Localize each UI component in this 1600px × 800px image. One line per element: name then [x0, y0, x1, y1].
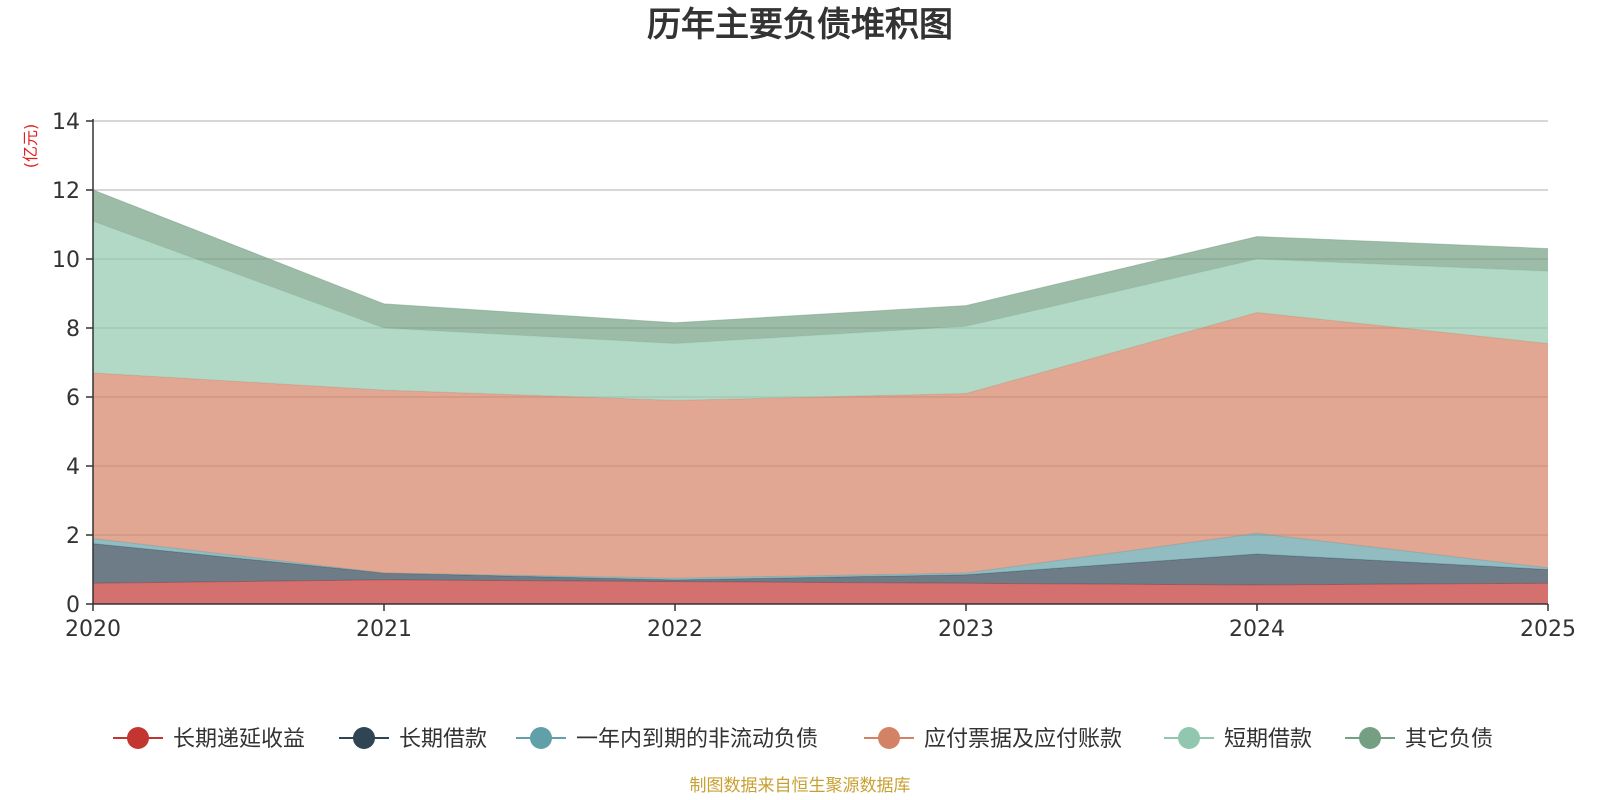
- y-tick-label: 0: [66, 593, 80, 618]
- legend-label: 一年内到期的非流动负债: [576, 727, 818, 752]
- legend-item-2[interactable]: 一年内到期的非流动负债: [516, 727, 818, 752]
- legend-marker: [353, 727, 375, 749]
- legend-label: 其它负债: [1405, 727, 1493, 752]
- area-series: [92, 189, 1549, 604]
- y-tick-label: 4: [66, 455, 80, 480]
- legend-label: 长期借款: [399, 727, 487, 752]
- area-series-4: [93, 221, 1548, 401]
- x-tick-label: 2021: [356, 617, 412, 642]
- chart-title: 历年主要负债堆积图: [647, 5, 953, 45]
- x-tick-label: 2025: [1520, 617, 1576, 642]
- y-unit-label: (亿元): [21, 124, 40, 169]
- area-series-0: [93, 579, 1548, 604]
- legend-marker: [878, 727, 900, 749]
- x-tick-label: 2023: [938, 617, 994, 642]
- y-tick-label: 2: [66, 524, 80, 549]
- legend-marker: [127, 727, 149, 749]
- area-series-2: [93, 533, 1548, 580]
- legend-item-4[interactable]: 短期借款: [1164, 727, 1312, 752]
- legend-label: 应付票据及应付账款: [924, 727, 1122, 752]
- legend-item-0[interactable]: 长期递延收益: [113, 727, 305, 752]
- x-tick-label: 2024: [1229, 617, 1285, 642]
- axes: 0 2 4 6 8 10 12 14 2020 2021 2022 2023 2024 2025: [52, 110, 1576, 642]
- legend-item-3[interactable]: 应付票据及应付账款: [864, 727, 1122, 752]
- legend-item-5[interactable]: 其它负债: [1345, 727, 1493, 752]
- legend[interactable]: 长期递延收益 长期借款 一年内到期的非流动负债 应付票据及应付账款 短期借款 其它负债: [113, 727, 1493, 752]
- legend-marker: [530, 727, 552, 749]
- y-tick-label: 6: [66, 386, 80, 411]
- x-tick-label: 2022: [647, 617, 703, 642]
- legend-label: 长期递延收益: [173, 727, 305, 752]
- y-tick-label: 14: [52, 110, 80, 135]
- y-tick-label: 10: [52, 248, 80, 273]
- source-note: 制图数据来自恒生聚源数据库: [690, 776, 911, 796]
- x-tick-label: 2020: [65, 617, 121, 642]
- y-tick-label: 12: [52, 179, 80, 204]
- area-series-1: [93, 543, 1548, 585]
- legend-marker: [1359, 727, 1381, 749]
- y-tick-label: 8: [66, 317, 80, 342]
- area-series-3: [93, 312, 1548, 579]
- legend-item-1[interactable]: 长期借款: [339, 727, 487, 752]
- legend-label: 短期借款: [1224, 727, 1312, 752]
- legend-marker: [1178, 727, 1200, 749]
- area-series-line-5: [92, 189, 1549, 324]
